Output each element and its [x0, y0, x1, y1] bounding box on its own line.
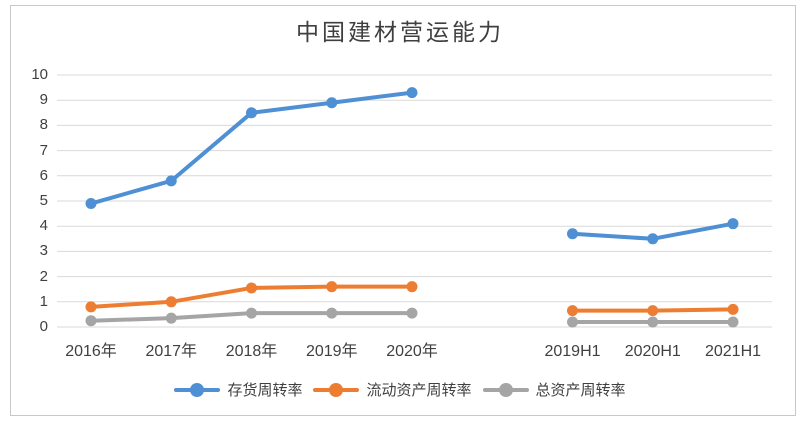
data-point-inventory-turnover — [246, 107, 257, 119]
data-point-total-asset-turnover — [727, 316, 739, 328]
x-axis-category-label: 2020H1 — [624, 343, 681, 360]
legend-item-label: 总资产周转率 — [535, 383, 626, 399]
legend-item-inventory-turnover: 存货周转率 — [174, 379, 302, 400]
x-axis-category-label: 2016年 — [65, 343, 117, 360]
y-axis-tick-label: 4 — [39, 217, 48, 235]
legend-marker-inventory-turnover — [174, 382, 221, 397]
y-axis-tick-label: 7 — [39, 141, 48, 159]
y-axis-tick-label: 9 — [39, 91, 48, 109]
y-axis-tick-label: 3 — [39, 242, 48, 260]
data-point-total-asset-turnover — [246, 307, 257, 319]
data-point-current-asset-turnover — [406, 281, 418, 293]
legend-marker-dot — [329, 382, 344, 397]
data-point-current-asset-turnover — [326, 281, 338, 293]
legend: 存货周转率 流动资产周转率 总资产周转率 — [0, 379, 800, 400]
x-axis-category-label: 2021H1 — [704, 343, 762, 360]
x-axis-category-label: 2020年 — [386, 343, 438, 360]
y-axis-tick-label: 10 — [31, 66, 48, 83]
x-axis-category-label: 2019年 — [305, 343, 358, 360]
data-point-inventory-turnover — [567, 228, 578, 240]
data-point-current-asset-turnover — [647, 305, 659, 317]
legend-item-label: 存货周转率 — [227, 383, 303, 399]
data-point-inventory-turnover — [326, 97, 338, 109]
x-axis-category-label: 2017年 — [145, 343, 198, 360]
legend-item-current-asset-turnover: 流动资产周转率 — [313, 379, 472, 400]
y-axis-tick-label: 2 — [39, 267, 48, 285]
legend-item-total-asset-turnover: 总资产周转率 — [482, 379, 626, 400]
y-axis-tick-label: 0 — [39, 318, 48, 335]
chart-title: 中国建材营运能力 — [296, 20, 504, 45]
data-point-inventory-turnover — [406, 87, 418, 99]
chart-frame-border — [10, 5, 796, 416]
data-point-current-asset-turnover — [165, 296, 177, 308]
x-axis-category-label: 2019H1 — [544, 343, 601, 360]
data-point-total-asset-turnover — [326, 307, 338, 319]
legend-marker-dot — [190, 382, 205, 397]
x-axis-category-label: 2018年 — [225, 343, 278, 360]
legend-marker-dot — [498, 382, 513, 397]
data-point-total-asset-turnover — [85, 315, 97, 327]
data-point-current-asset-turnover — [727, 303, 739, 315]
y-axis-tick-label: 5 — [39, 192, 48, 209]
data-point-current-asset-turnover — [85, 301, 97, 313]
data-point-inventory-turnover — [647, 233, 659, 245]
data-point-total-asset-turnover — [567, 316, 578, 328]
data-point-total-asset-turnover — [647, 316, 659, 328]
legend-item-label: 流动资产周转率 — [366, 383, 472, 399]
data-point-total-asset-turnover — [165, 312, 177, 324]
data-point-total-asset-turnover — [406, 307, 418, 319]
data-point-inventory-turnover — [165, 175, 177, 187]
legend-marker-total-asset-turnover — [482, 382, 529, 397]
legend-marker-current-asset-turnover — [313, 382, 360, 397]
data-point-current-asset-turnover — [246, 282, 257, 294]
y-axis-tick-label: 1 — [39, 292, 48, 310]
data-point-inventory-turnover — [727, 218, 739, 230]
y-axis-tick-label: 8 — [39, 116, 48, 134]
data-point-inventory-turnover — [85, 198, 97, 210]
y-axis-tick-label: 6 — [39, 166, 48, 184]
data-point-current-asset-turnover — [567, 305, 578, 317]
